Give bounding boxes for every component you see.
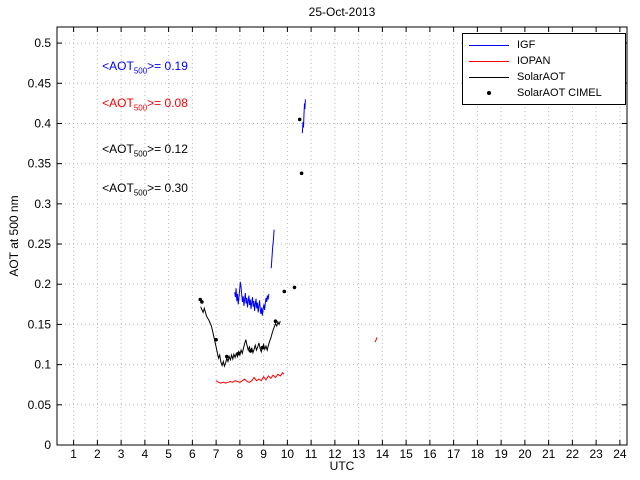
svg-text:14: 14	[376, 447, 390, 461]
annotation-text: >= 0.30	[147, 181, 188, 196]
annotation-text: <AOT	[102, 181, 134, 196]
svg-text:3: 3	[118, 447, 125, 461]
svg-text:0.4: 0.4	[34, 116, 51, 130]
svg-text:0.35: 0.35	[28, 157, 52, 171]
y-axis-label: AOT at 500 nm	[7, 195, 21, 277]
annotation-text: <AOT	[102, 96, 134, 111]
svg-text:22: 22	[566, 447, 580, 461]
annotation-subscript: 500	[133, 66, 148, 76]
svg-text:2: 2	[94, 447, 101, 461]
svg-text:0.3: 0.3	[34, 197, 51, 211]
svg-text:17: 17	[447, 447, 461, 461]
svg-text:0.5: 0.5	[34, 36, 51, 50]
svg-text:18: 18	[471, 447, 485, 461]
annotation-text: <AOT	[102, 141, 134, 156]
annotation-cimel-mean: <AOT500>= 0.30	[102, 181, 188, 197]
svg-text:1: 1	[70, 447, 77, 461]
svg-text:0.1: 0.1	[34, 358, 51, 372]
legend-item-iopan: IOPAN	[463, 53, 625, 69]
annotation-subscript: 500	[133, 103, 148, 113]
svg-text:21: 21	[542, 447, 556, 461]
legend-item-igf: IGF	[463, 37, 625, 53]
svg-text:24: 24	[613, 447, 627, 461]
svg-text:19: 19	[494, 447, 508, 461]
svg-text:8: 8	[237, 447, 244, 461]
legend-line-sample-igf	[469, 38, 509, 52]
x-axis-label: UTC	[329, 459, 355, 473]
legend-line-sample-solaraot	[469, 70, 509, 84]
svg-text:5: 5	[165, 447, 172, 461]
svg-text:6: 6	[189, 447, 196, 461]
annotation-iopan-mean: <AOT500>= 0.08	[102, 96, 188, 112]
legend-dot-sample-cimel	[469, 86, 509, 100]
legend-item-solaraot: SolarAOT	[463, 69, 625, 85]
svg-text:15: 15	[399, 447, 413, 461]
svg-text:0.15: 0.15	[28, 317, 52, 331]
legend-item-cimel: SolarAOT CIMEL	[463, 85, 625, 101]
svg-text:7: 7	[213, 447, 220, 461]
svg-text:16: 16	[423, 447, 437, 461]
annotation-text: >= 0.08	[147, 96, 188, 111]
svg-text:10: 10	[281, 447, 295, 461]
annotation-subscript: 500	[133, 188, 148, 198]
legend-label: SolarAOT CIMEL	[517, 87, 602, 99]
legend-label: SolarAOT	[517, 71, 566, 83]
svg-text:0: 0	[44, 438, 51, 452]
annotation-text: >= 0.19	[147, 59, 188, 74]
annotation-text: >= 0.12	[147, 141, 188, 156]
legend-line-sample-iopan	[469, 54, 509, 68]
svg-text:9: 9	[260, 447, 267, 461]
annotation-subscript: 500	[133, 149, 148, 159]
annotation-text: <AOT	[102, 59, 134, 74]
svg-text:0.45: 0.45	[28, 76, 52, 90]
svg-text:11: 11	[305, 447, 318, 461]
svg-text:0.25: 0.25	[28, 237, 52, 251]
svg-text:12: 12	[328, 447, 342, 461]
svg-text:23: 23	[589, 447, 603, 461]
svg-text:0.2: 0.2	[34, 277, 51, 291]
annotation-igf-mean: <AOT500>= 0.19	[102, 59, 188, 75]
svg-text:20: 20	[518, 447, 532, 461]
svg-text:4: 4	[142, 447, 149, 461]
chart-title: 25-Oct-2013	[308, 5, 376, 19]
svg-text:0.05: 0.05	[28, 398, 52, 412]
svg-text:13: 13	[352, 447, 366, 461]
legend-label: IGF	[517, 39, 536, 51]
legend: IGF IOPAN SolarAOT SolarAOT CIMEL	[462, 33, 626, 105]
annotation-solaraot-mean: <AOT500>= 0.12	[102, 142, 188, 158]
legend-label: IOPAN	[517, 55, 551, 67]
